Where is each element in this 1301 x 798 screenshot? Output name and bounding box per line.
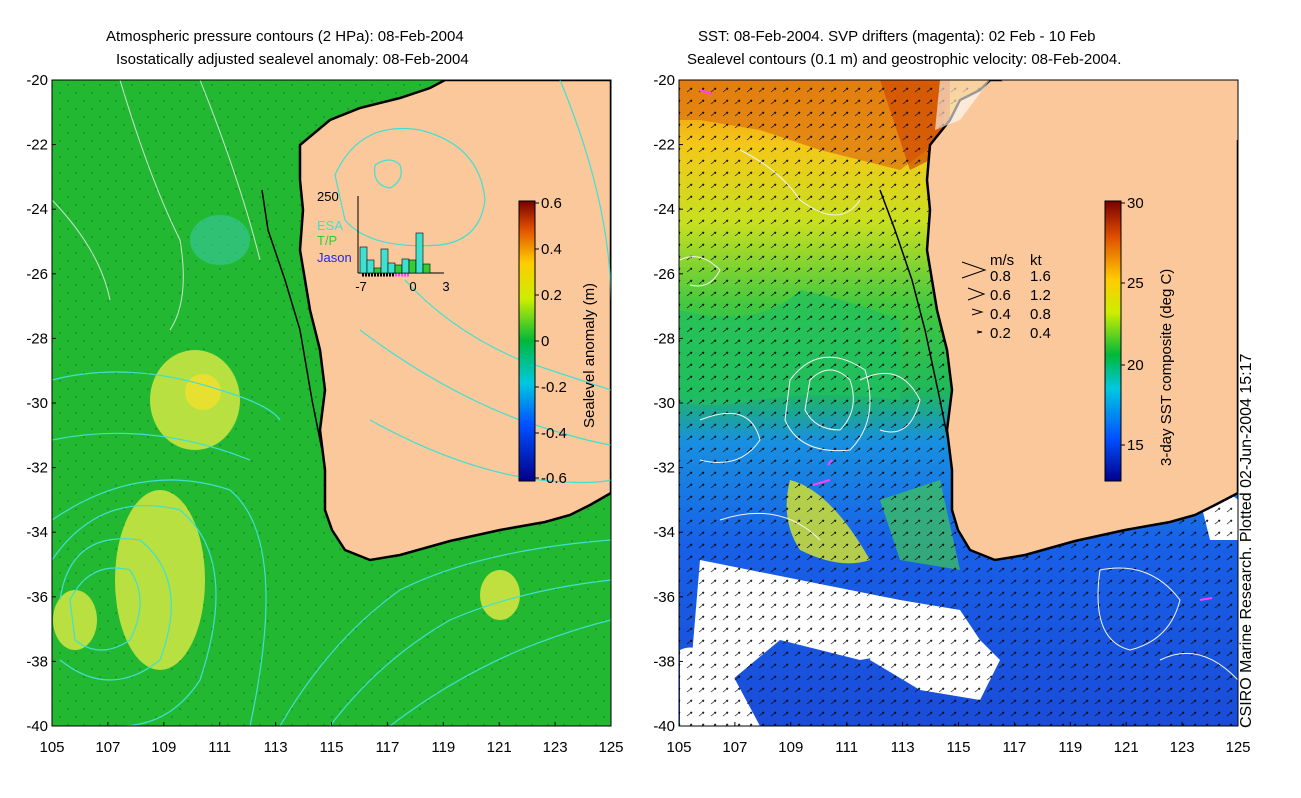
right-title-line1: SST: 08-Feb-2004. SVP drifters (magenta)… — [698, 28, 1096, 45]
left-lat-label: -24 — [26, 201, 48, 218]
right-lat-label: -36 — [653, 589, 675, 606]
right-title-line2: Sealevel contours (0.1 m) and geostrophi… — [687, 51, 1122, 68]
right-lat-axis: -20 -22 -24 -26 -28 -30 -32 -34 -36 -38 -40 — [653, 72, 683, 735]
right-lat-label: -24 — [653, 201, 675, 218]
sst-tick-3: 20 — [1127, 357, 1144, 374]
velocity-legend-row1-ms: 0.8 — [990, 268, 1011, 285]
left-lon-label: 119 — [431, 739, 455, 756]
left-lat-label: -34 — [26, 524, 48, 541]
footer-credit: CSIRO Marine Research. Plotted 02-Jun-20… — [1238, 353, 1255, 728]
left-lat-label: -38 — [26, 653, 48, 670]
velocity-legend-row4-kt: 0.4 — [1030, 325, 1051, 342]
left-lon-label: 111 — [208, 739, 231, 756]
right-lon-label: 115 — [947, 739, 971, 756]
left-lat-label: -30 — [26, 395, 48, 412]
right-lon-label: 123 — [1170, 739, 1195, 756]
sla-high-anomaly-2 — [115, 490, 205, 670]
right-lon-label: 109 — [778, 739, 803, 756]
left-lon-label: 123 — [543, 739, 568, 756]
right-lon-label: 107 — [722, 739, 747, 756]
inset-legend-tp: T/P — [317, 233, 337, 248]
right-lat-label: -34 — [653, 524, 675, 541]
pressure-contours — [52, 80, 611, 726]
left-lon-label: 109 — [151, 739, 176, 756]
right-lon-label: 121 — [1114, 739, 1139, 756]
right-lon-label: 119 — [1058, 739, 1082, 756]
sla-high-anomaly-3 — [480, 570, 520, 620]
inset-xtick-1: -7 — [355, 279, 367, 294]
inset-xtick-3: 3 — [442, 279, 449, 294]
right-map — [679, 80, 1238, 726]
left-lon-label: 117 — [375, 739, 399, 756]
left-lat-label: -20 — [26, 72, 48, 89]
left-lon-label: 113 — [264, 739, 288, 756]
right-lon-axis: 105 107 109 111 113 115 117 119 121 123 125 — [666, 722, 1251, 756]
right-lat-label: -20 — [653, 72, 675, 89]
sealevel-contours — [679, 149, 1238, 681]
left-lat-axis: -20 -22 -24 -26 -28 -30 -32 -34 -36 -38 -40 — [26, 72, 56, 735]
sst-colorbar-label: 3-day SST composite (deg C) — [1158, 269, 1175, 466]
left-lon-axis: 105 107 109 111 113 115 117 119 121 123 125 — [39, 722, 624, 756]
sla-tick-2: 0.4 — [541, 241, 562, 258]
inset-legend-jason: Jason — [317, 250, 352, 265]
sst-tick-1: 30 — [1127, 195, 1144, 212]
sla-tick-1: 0.6 — [541, 195, 562, 212]
right-lon-label: 105 — [666, 739, 691, 756]
inset-legend-esa: ESA — [317, 218, 343, 233]
right-lat-label: -22 — [653, 137, 675, 154]
velocity-legend-row3-kt: 0.8 — [1030, 306, 1051, 323]
right-lon-label: 117 — [1002, 739, 1026, 756]
sst-tick-4: 15 — [1127, 437, 1144, 454]
svp-drifters — [699, 89, 1213, 601]
sla-tick-5: -0.2 — [541, 379, 567, 396]
left-title-line1: Atmospheric pressure contours (2 HPa): 0… — [106, 28, 464, 45]
left-lon-label: 121 — [487, 739, 512, 756]
left-lon-label: 105 — [39, 739, 64, 756]
right-lat-label: -40 — [653, 718, 675, 735]
velocity-legend: m/s kt 0.8 1.6 0.6 1.2 0.4 0.8 0.2 0.4 — [961, 252, 1051, 342]
left-lat-label: -28 — [26, 330, 48, 347]
left-lat-label: -32 — [26, 460, 48, 477]
velocity-legend-unit-kt: kt — [1030, 252, 1043, 269]
right-lat-label: -26 — [653, 266, 675, 283]
sla-tick-3: 0.2 — [541, 287, 562, 304]
right-lon-label: 113 — [891, 739, 915, 756]
velocity-legend-row1-kt: 1.6 — [1030, 268, 1051, 285]
left-lon-label: 115 — [320, 739, 344, 756]
right-lat-label: -32 — [653, 460, 675, 477]
right-lat-label: -30 — [653, 395, 675, 412]
inset-xtick-2: 0 — [409, 279, 416, 294]
velocity-legend-unit-ms: m/s — [990, 252, 1014, 269]
right-lon-label: 125 — [1225, 739, 1250, 756]
left-lat-label: -26 — [26, 266, 48, 283]
left-lat-label: -22 — [26, 137, 48, 154]
sla-tick-7: -0.6 — [541, 470, 567, 487]
sla-tick-4: 0 — [541, 333, 549, 350]
inset-ymax-label: 250 — [317, 189, 339, 204]
left-lat-label: -40 — [26, 718, 48, 735]
right-lon-label: 111 — [835, 739, 858, 756]
left-lon-label: 125 — [598, 739, 623, 756]
right-lat-label: -28 — [653, 330, 675, 347]
velocity-legend-row3-ms: 0.4 — [990, 306, 1011, 323]
left-lat-label: -36 — [26, 589, 48, 606]
altimeter-histogram-inset: 250 ESA T/P Jason -7 0 3 — [317, 189, 450, 294]
velocity-legend-row2-ms: 0.6 — [990, 287, 1011, 304]
right-lat-label: -38 — [653, 653, 675, 670]
velocity-legend-row4-ms: 0.2 — [990, 325, 1011, 342]
sst-tick-2: 25 — [1127, 275, 1144, 292]
left-land-australia — [298, 80, 611, 562]
left-title-line2: Isostatically adjusted sealevel anomaly:… — [116, 51, 469, 68]
velocity-legend-row2-kt: 1.2 — [1030, 287, 1051, 304]
right-land-australia — [925, 80, 1238, 562]
sla-colorbar-label: Sealevel anomaly (m) — [581, 283, 598, 428]
sst-colorbar: 30 25 20 15 3-day SST composite (deg C) — [1104, 195, 1175, 482]
sla-tick-6: -0.4 — [541, 425, 567, 442]
sla-colorbar: 0.6 0.4 0.2 0 -0.2 -0.4 -0.6 Sealevel an… — [518, 195, 598, 487]
left-lon-label: 107 — [95, 739, 120, 756]
